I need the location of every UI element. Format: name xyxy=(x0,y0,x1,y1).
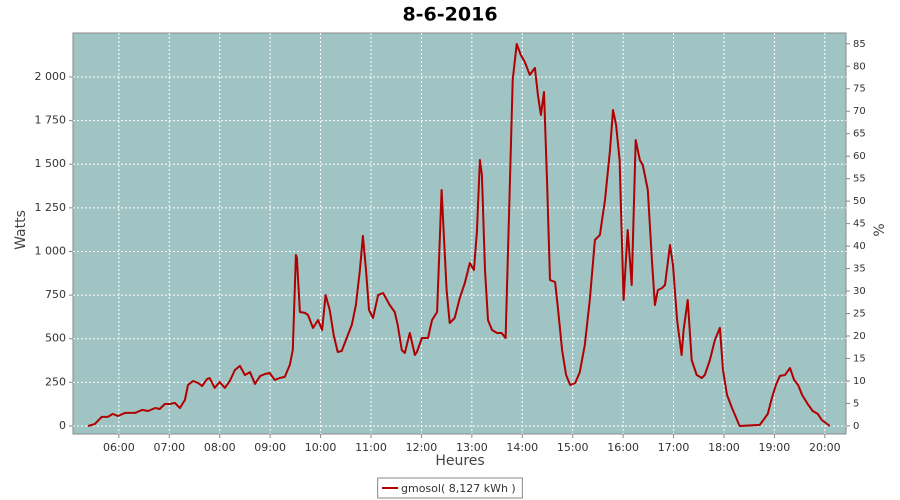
chart-title: 8-6-2016 xyxy=(402,4,497,26)
y-tick-label: 1 500 xyxy=(35,157,67,170)
x-axis-label: Heures xyxy=(435,453,484,469)
x-tick-label: 11:00 xyxy=(355,441,387,454)
y-tick-label: 1 250 xyxy=(35,201,67,214)
x-tick-label: 12:00 xyxy=(406,441,438,454)
y2-tick-label: 35 xyxy=(853,264,866,275)
data-line xyxy=(87,43,831,427)
y2-tick-label: 55 xyxy=(853,174,866,185)
y2-tick-label: 65 xyxy=(853,129,866,140)
y-axis-label: Watts xyxy=(13,210,29,250)
legend-box xyxy=(377,477,523,499)
plot-area xyxy=(72,32,847,435)
x-tick-label: 06:00 xyxy=(103,441,135,454)
y2-tick-label: 30 xyxy=(853,286,866,297)
y-tick-label: 500 xyxy=(45,332,66,345)
y2-tick-label: 50 xyxy=(853,196,866,207)
x-tick-label: 07:00 xyxy=(153,441,185,454)
y2-tick-label: 15 xyxy=(853,353,866,364)
y2-tick-label: 70 xyxy=(853,106,866,117)
y-tick-label: 1 000 xyxy=(35,244,67,257)
x-tick-label: 14:00 xyxy=(506,441,538,454)
y2-tick-label: 20 xyxy=(853,331,866,342)
x-tick-label: 10:00 xyxy=(305,441,337,454)
y2-tick-label: 85 xyxy=(853,39,866,50)
y-tick-label: 2 000 xyxy=(35,70,67,83)
y2-tick-label: 80 xyxy=(853,61,866,72)
x-tick-label: 19:00 xyxy=(759,441,791,454)
y2-tick-label: 40 xyxy=(853,241,866,252)
legend-label: gmosol( 8,127 kWh ) xyxy=(401,482,516,495)
x-tick-label: 09:00 xyxy=(254,441,286,454)
y2-tick-label: 60 xyxy=(853,151,866,162)
y-tick-label: 750 xyxy=(45,288,66,301)
y2-tick-label: 10 xyxy=(853,376,866,387)
y-tick-label: 0 xyxy=(59,419,66,432)
x-tick-label: 20:00 xyxy=(809,441,841,454)
x-tick-label: 08:00 xyxy=(204,441,236,454)
y2-axis-label: % xyxy=(872,223,888,236)
y2-tick-label: 75 xyxy=(853,84,866,95)
y-tick-label: 1 750 xyxy=(35,114,67,127)
x-tick-label: 16:00 xyxy=(607,441,639,454)
y2-tick-label: 25 xyxy=(853,309,866,320)
x-tick-label: 13:00 xyxy=(456,441,488,454)
x-tick-label: 15:00 xyxy=(557,441,589,454)
y2-tick-label: 45 xyxy=(853,219,866,230)
x-tick-label: 18:00 xyxy=(708,441,740,454)
y-tick-label: 250 xyxy=(45,375,66,388)
y2-tick-label: 5 xyxy=(853,398,859,409)
y2-tick-label: 0 xyxy=(853,421,859,432)
x-tick-label: 17:00 xyxy=(658,441,690,454)
